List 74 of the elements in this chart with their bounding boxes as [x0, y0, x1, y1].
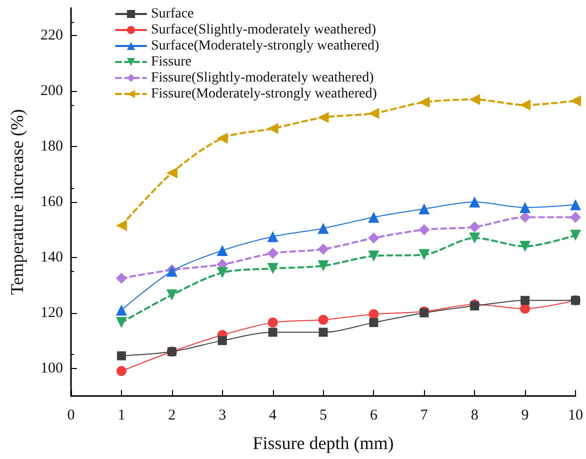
point [570, 212, 581, 223]
x-tick-label: 4 [269, 408, 278, 424]
point [469, 196, 480, 208]
x-tick-label: 8 [470, 408, 478, 424]
y-tick-label: 220 [40, 28, 63, 44]
point [116, 304, 127, 316]
point [418, 249, 430, 260]
point [216, 132, 228, 144]
x-tick-label: 1 [118, 408, 126, 424]
point [116, 272, 127, 284]
legend-label: Fissure(Slightly-moderately weathered) [151, 70, 374, 86]
legend-label: Surface(Slightly-moderately weathered) [151, 22, 376, 38]
x-tick-label: 0 [67, 408, 75, 424]
point [570, 230, 581, 241]
point [268, 318, 278, 328]
y-tick-label: 200 [40, 83, 63, 100]
point [216, 245, 228, 256]
point [369, 318, 378, 328]
x-tick-label: 10 [568, 408, 583, 424]
point [520, 100, 531, 110]
point [216, 267, 228, 278]
point [520, 240, 531, 252]
y-tick-label: 100 [40, 360, 63, 376]
x-tick-label: 5 [320, 408, 327, 424]
point [166, 167, 178, 178]
point [268, 328, 278, 337]
x-tick-label: 2 [168, 408, 176, 424]
point [469, 94, 480, 105]
point [368, 309, 379, 320]
point [116, 366, 126, 376]
point [418, 203, 430, 214]
point [570, 199, 581, 210]
x-tick-label: 9 [521, 408, 529, 424]
point [267, 248, 278, 259]
point [166, 289, 178, 300]
point [469, 221, 480, 232]
y-tick-label: 160 [40, 194, 63, 210]
point [418, 224, 430, 236]
point [570, 95, 581, 106]
point [469, 232, 480, 244]
point [520, 212, 531, 223]
point [318, 260, 329, 272]
point [318, 222, 329, 234]
legend-label: Surface(Moderately-strongly weathered) [151, 38, 380, 54]
point [267, 231, 278, 242]
point [520, 202, 531, 214]
point [520, 296, 530, 305]
legend-label: Fissure(Moderately-strongly weathered) [151, 86, 378, 102]
y-tick-label: 180 [40, 138, 63, 155]
y-axis-title: Temperature increase (%) [7, 109, 27, 295]
y-tick-label: 140 [40, 249, 63, 266]
x-tick-label: 7 [420, 408, 428, 424]
point [318, 328, 328, 337]
point [267, 123, 278, 134]
point [116, 220, 127, 232]
point [218, 336, 227, 346]
point [318, 314, 328, 325]
point [116, 351, 126, 360]
point [368, 232, 380, 244]
point [318, 244, 329, 255]
point [368, 212, 380, 223]
point [267, 263, 278, 274]
point [520, 304, 530, 314]
legend-label: Surface [151, 6, 194, 22]
legend-label: Fissure [151, 54, 192, 70]
point [318, 112, 329, 123]
point [418, 96, 430, 108]
point [116, 317, 127, 328]
x-tick-label: 6 [370, 408, 378, 424]
y-tick-label: 120 [40, 304, 63, 321]
point [368, 250, 380, 262]
point [368, 108, 380, 119]
x-axis-title: Fissure depth (mm) [252, 433, 394, 453]
x-tick-label: 3 [218, 408, 226, 424]
